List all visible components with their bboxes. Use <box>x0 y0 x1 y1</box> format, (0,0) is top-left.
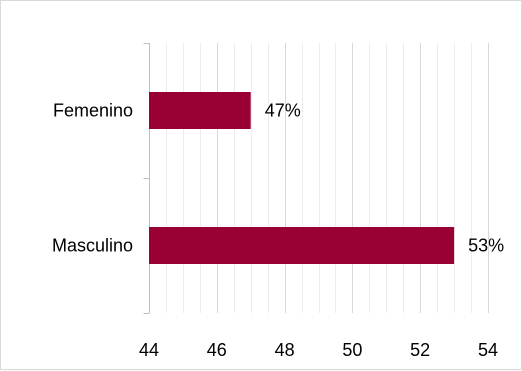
x-tick-labels: 44 46 48 50 52 54 <box>139 340 498 360</box>
data-label-masculino: 53% <box>468 236 504 256</box>
category-labels: Femenino Masculino <box>52 101 133 256</box>
category-axis <box>143 43 150 314</box>
x-tick-label: 44 <box>139 340 159 360</box>
x-tick-label: 54 <box>478 340 498 360</box>
category-label-femenino: Femenino <box>53 101 133 121</box>
x-tick-label: 52 <box>410 340 430 360</box>
category-label-masculino: Masculino <box>52 236 133 256</box>
x-tick-label: 46 <box>207 340 227 360</box>
bar-femenino <box>149 92 251 129</box>
data-labels: 47% 53% <box>265 101 504 256</box>
x-tick-label: 50 <box>342 340 362 360</box>
bar-masculino <box>149 227 455 264</box>
grid-lines <box>166 43 489 313</box>
x-tick-label: 48 <box>275 340 295 360</box>
data-label-femenino: 47% <box>265 101 301 121</box>
bars <box>149 92 455 264</box>
